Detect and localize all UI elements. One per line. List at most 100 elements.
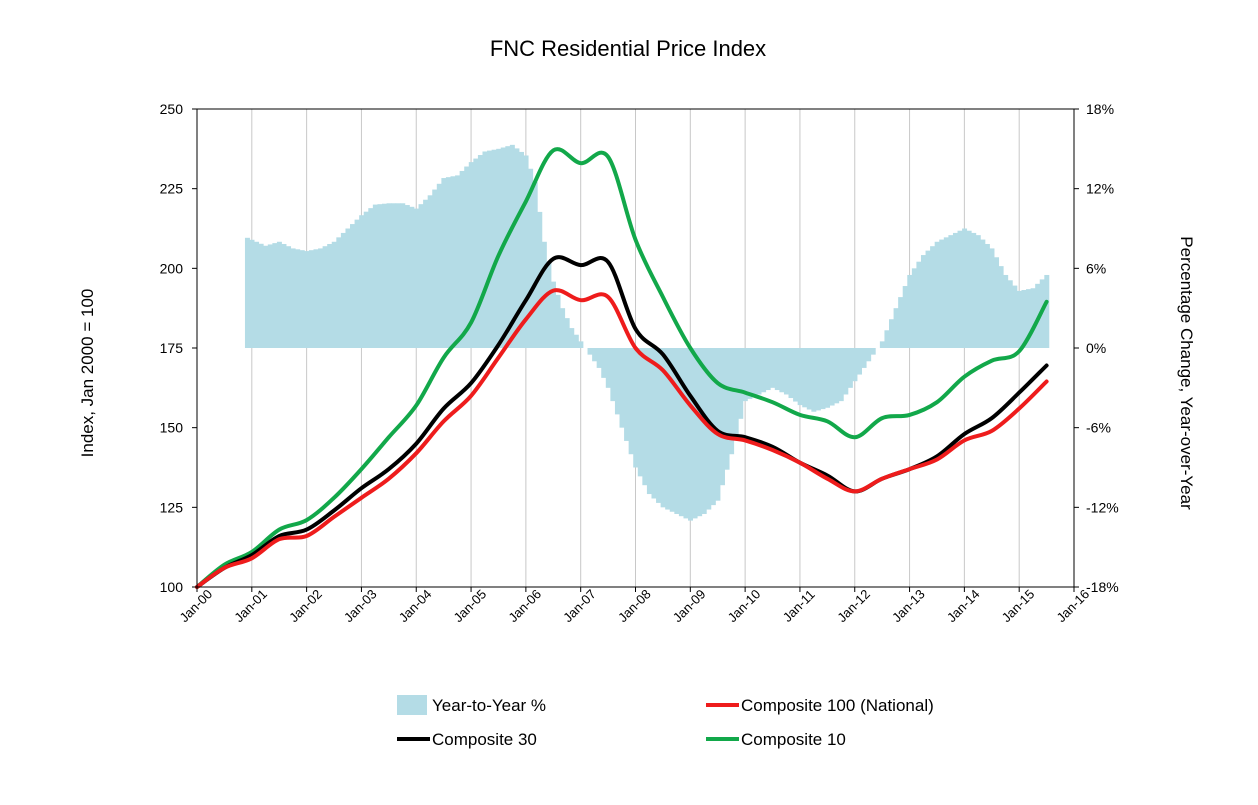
yoy-bar [624,348,630,441]
yoy-bar [1007,280,1013,348]
yoy-bar [729,348,735,455]
series-line-composite-10 [195,147,1049,589]
yoy-bar [318,248,324,348]
yoy-bar [299,250,305,348]
yoy-bar [1003,274,1009,348]
yoy-bar [838,348,844,402]
yoy-bar [363,211,369,348]
x-axis: Jan-00 Jan-01 Jan-02 Jan-03 Jan-04 Jan-05 Jan-… [176,586,1092,625]
yoy-bar [834,348,840,404]
yoy-bar [884,330,890,348]
lines-layer [195,147,1049,589]
y2-tick-label: -6% [1086,420,1111,436]
yoy-bar [907,274,913,348]
yoy-bar [350,224,355,348]
yoy-bar [998,266,1004,348]
yoy-bar [962,228,968,348]
yoy-bar [861,348,867,368]
yoy-bar [276,241,282,348]
yoy-bar [550,281,556,348]
y-tick-label: 200 [160,260,184,276]
yoy-bar [587,348,593,355]
yoy-bar [989,248,995,348]
yoy-bar [720,348,725,486]
yoy-bar [436,183,442,348]
yoy-bar [751,348,757,397]
y2-tick-label: 12% [1086,181,1114,197]
yoy-bar [340,232,346,348]
legend-label: Year-to-Year % [432,696,546,715]
yoy-bar [450,176,456,348]
yoy-bar [477,155,483,348]
yoy-bar [674,348,680,514]
x-tick-label: Jan-03 [341,586,380,625]
yoy-bar [423,199,429,348]
yoy-bar [569,328,575,348]
yoy-bar [930,246,936,348]
yoy-bar [377,204,383,348]
yoy-bar [898,297,904,348]
yoy-bar [934,241,940,348]
yoy-bar [939,239,945,348]
yoy-bar [313,249,319,348]
yoy-bar [1021,290,1027,348]
yoy-bar [683,348,689,519]
yoy-bar [441,178,447,348]
yoy-bar [688,348,693,521]
yoy-bar [354,219,360,348]
yoy-bar [381,203,387,348]
yoy-bar [971,232,977,348]
yoy-bar [528,168,534,348]
yoy-bar [646,348,652,495]
legend-swatch-yoy [397,695,427,715]
yoy-bar [336,237,342,348]
yoy-bar [555,294,561,348]
yoy-bar [322,246,328,348]
chart-title: FNC Residential Price Index [490,36,766,61]
yoy-bar [802,348,808,408]
yoy-bar [445,177,451,348]
yoy-bar [1016,290,1022,348]
y-axis-label: Index, Jan 2000 = 100 [78,289,97,458]
yoy-bar [902,286,908,348]
yoy-bar [505,146,511,348]
yoy-bar [532,182,538,348]
yoy-bar [413,208,419,348]
yoy-bar [925,250,931,348]
yoy-bar [660,348,666,508]
yoy-bar [455,175,461,348]
yoy-bar [788,348,794,399]
yoy-bar [1012,285,1018,348]
yoy-bar [994,257,1000,348]
yoy-bar [669,348,675,512]
yoy-bar [948,235,954,348]
yoy-bar [578,341,584,348]
yoy-bar [244,237,250,348]
yoy-bar [916,261,922,348]
yoy-bar [281,243,287,348]
yoy-bar [637,348,643,477]
yoy-bar [747,348,753,399]
yoy-bar [496,148,502,348]
yoy-bar [295,249,301,348]
yoy-bar [254,241,260,348]
y2-tick-label: -12% [1086,499,1119,515]
y2-tick-label: 18% [1086,101,1114,117]
yoy-bar [359,215,365,348]
x-tick-label: Jan-10 [725,586,764,625]
yoy-bar [1030,288,1036,348]
yoy-bar [656,348,662,503]
yoy-bar [290,248,296,348]
yoy-bar [432,189,438,348]
y-tick-label: 225 [160,181,184,197]
yoy-bar [742,348,748,402]
x-tick-label: Jan-05 [451,586,490,625]
yoy-bar [642,348,648,486]
x-tick-label: Jan-15 [999,586,1038,625]
yoy-bar [765,348,771,391]
yoy-bar [304,251,310,348]
yoy-bar [889,319,894,348]
yoy-bar [724,348,730,470]
